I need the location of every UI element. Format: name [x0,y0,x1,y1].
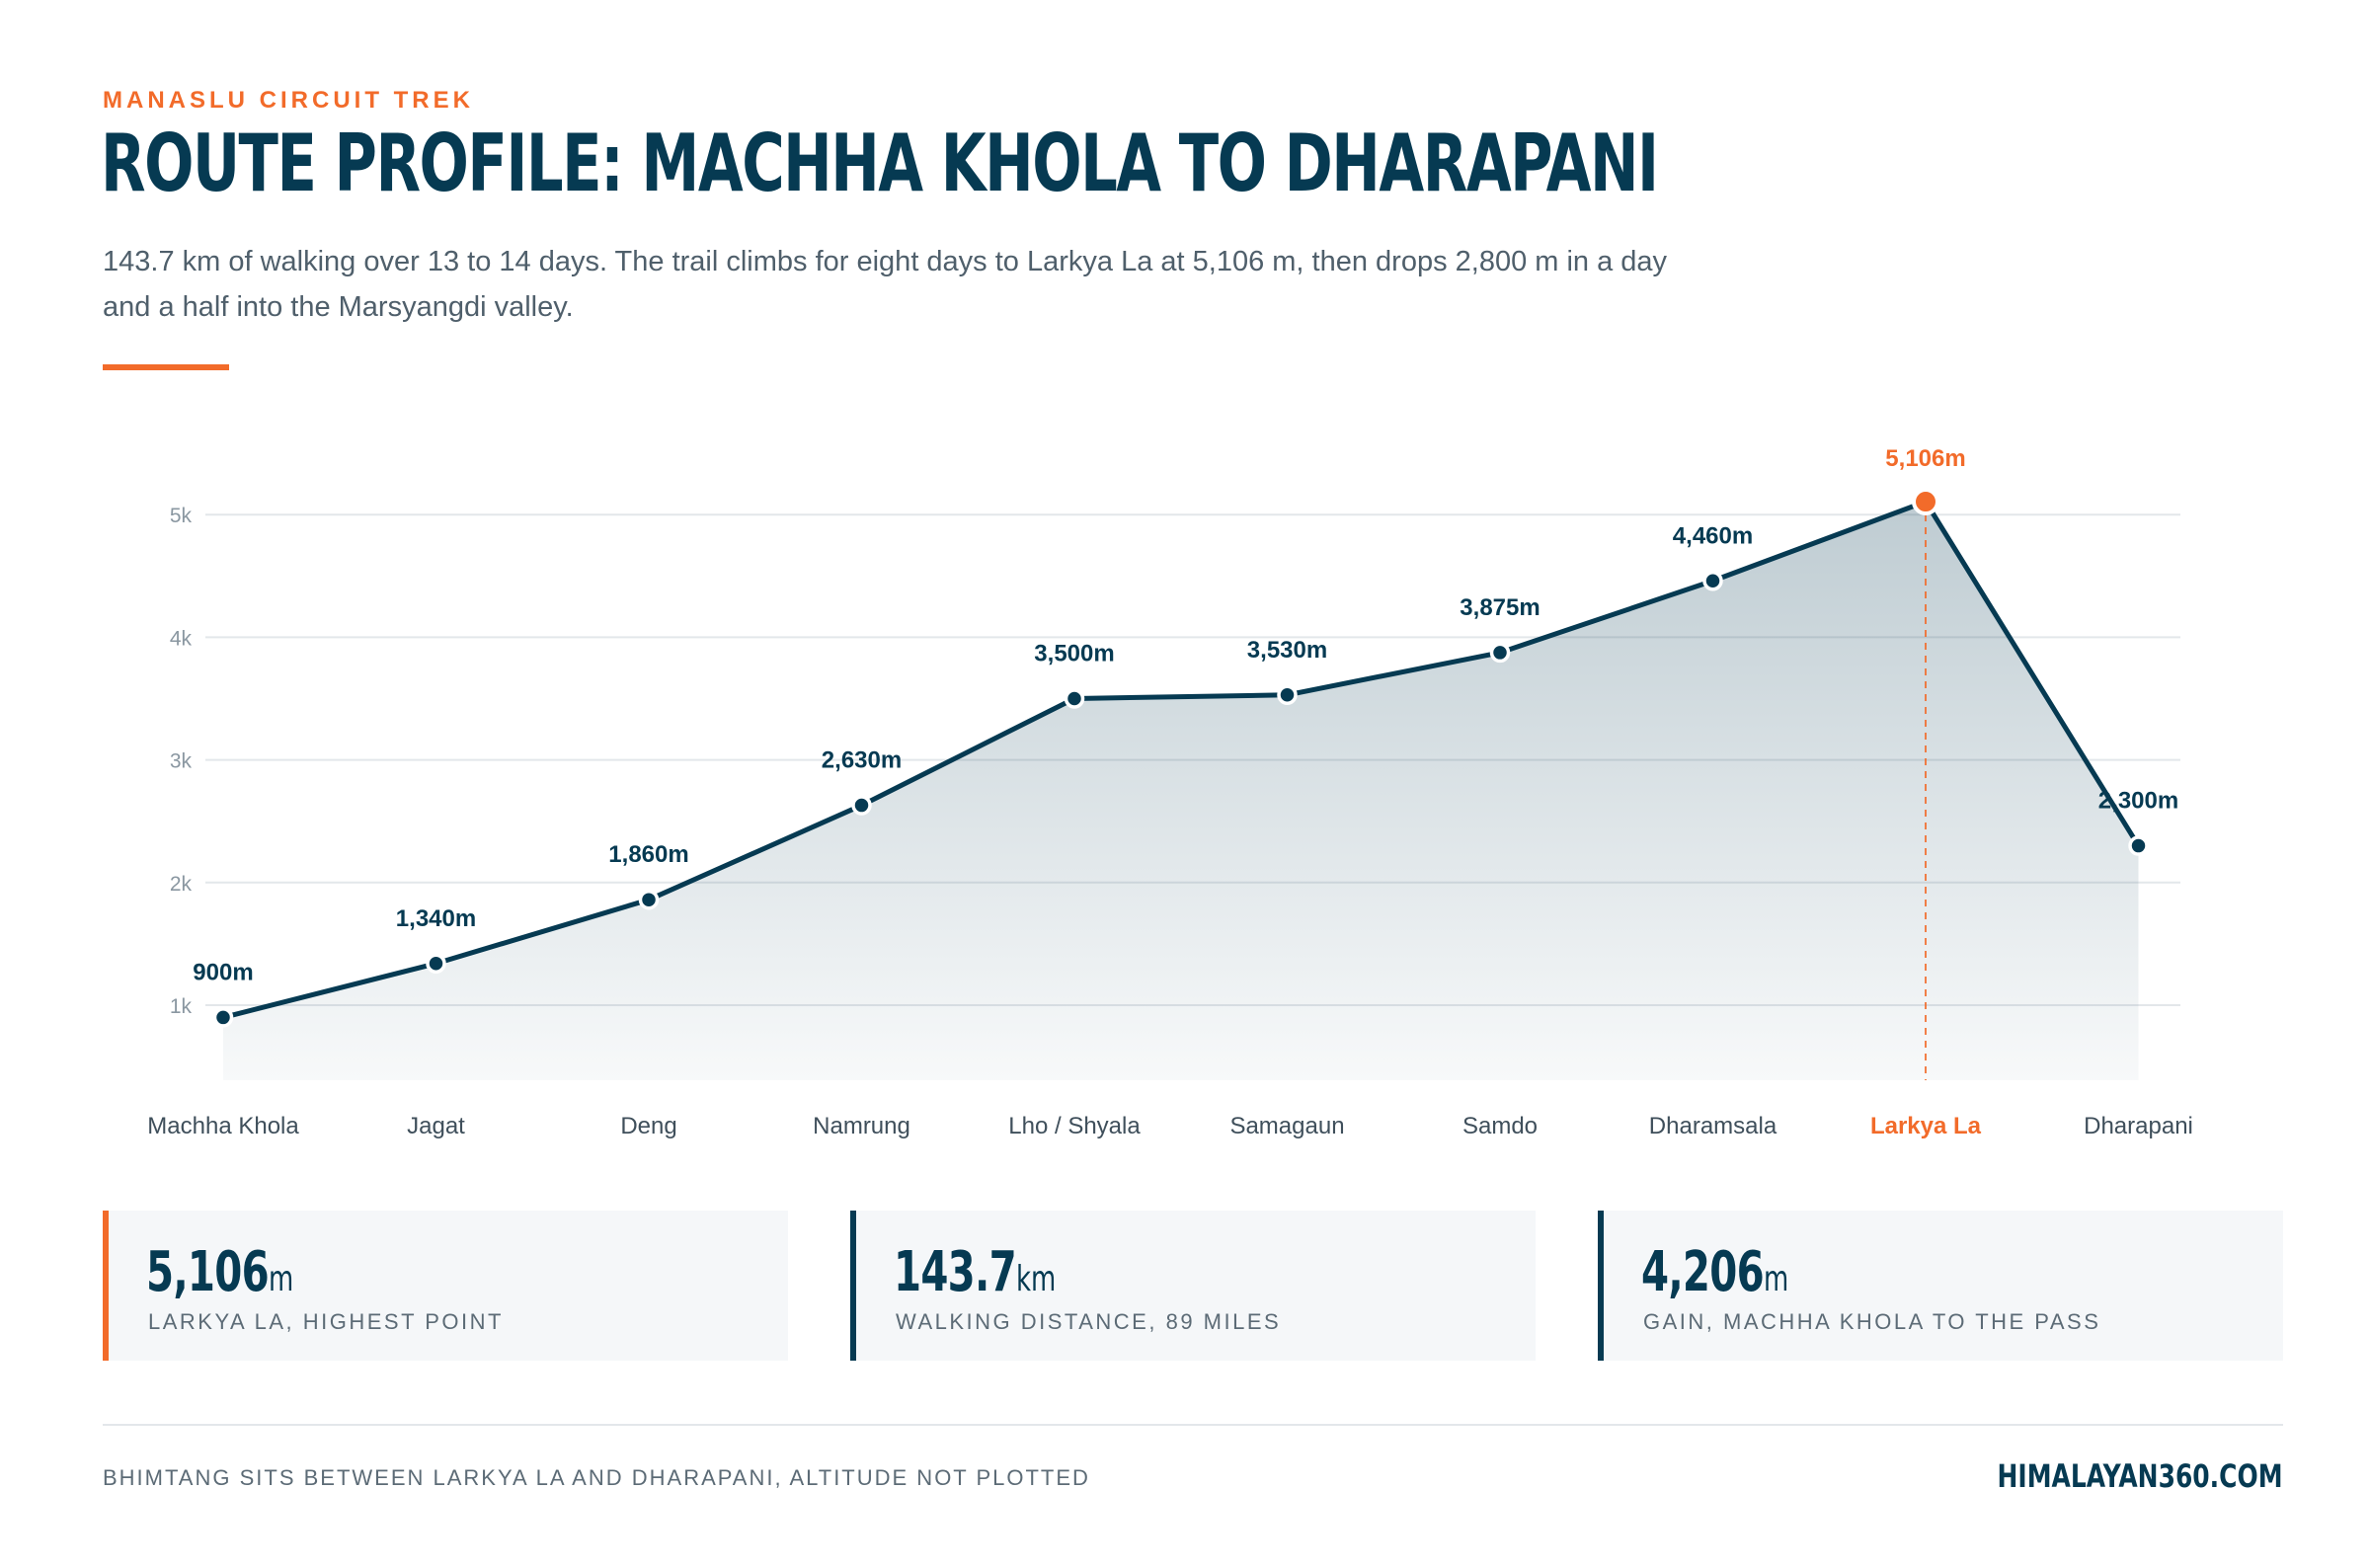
stat-value: 143.7 [894,1240,1017,1304]
stat-unit: km [1015,1259,1057,1299]
stat-label: Walking distance, 89 miles [896,1309,1282,1334]
y-tick-label: 3k [170,750,193,773]
eyebrow-label: MANASLU CIRCUIT TREK [103,87,474,114]
page-subtitle: 143.7 km of walking over 13 to 14 days. … [103,246,1668,323]
data-point [1489,642,1511,664]
x-tick-label: Machha Khola [147,1113,299,1139]
data-point [851,795,872,816]
brand-logo-text: HIMALAYAN360.COM [1997,1457,2283,1495]
x-tick-label: Samdo [1462,1113,1538,1139]
y-tick-label: 1k [170,995,193,1018]
data-label: 5,106m [1885,445,1965,472]
x-tick-label: Dharapani [2084,1113,2193,1139]
footer-divider [103,1424,2283,1426]
page-title: ROUTE PROFILE: MACHHA KHOLA TO DHARAPANI [101,118,1659,209]
x-tick-label: Dharamsala [1649,1113,1778,1139]
stat-value: 4,206 [1641,1240,1765,1304]
y-tick-label: 2k [170,873,193,896]
highlight-point [1912,488,1939,516]
footnote: BHIMTANG SITS BETWEEN LARKYA LA AND DHAR… [103,1465,1090,1490]
x-tick-label: Jagat [407,1113,465,1139]
stat-card-walking-distance: 143.7km Walking distance, 89 miles [850,1211,1536,1361]
x-tick-label: Lho / Shyala [1008,1113,1141,1139]
data-label: 1,860m [608,841,688,868]
data-label: 2,630m [822,747,902,774]
data-label: 2,300m [2098,788,2178,815]
elevation-line [222,499,2141,1020]
data-label: 3,530m [1247,637,1327,664]
stats-row: 5,106m Larkya La, highest point 143.7km … [103,1211,2283,1361]
data-point [426,953,446,975]
stat-value: 5,106 [146,1240,270,1304]
data-label: 1,340m [396,905,476,932]
stat-label: Larkya La, highest point [148,1309,504,1334]
x-tick-label: Samagaun [1229,1113,1344,1139]
accent-divider [103,364,229,370]
y-tick-label: 4k [170,627,193,650]
x-tick-label: Larkya La [1870,1113,1982,1139]
stat-unit: m [1763,1259,1789,1299]
data-point [2128,835,2149,856]
data-point [212,1007,234,1028]
stat-card-highest-point: 5,106m Larkya La, highest point [103,1211,788,1361]
data-label: 900m [193,959,253,985]
data-label: 3,500m [1034,641,1114,667]
elevation-area [223,502,2139,1080]
data-label: 3,875m [1460,594,1540,621]
data-label: 4,460m [1673,522,1753,549]
stat-card-elevation-gain: 4,206m Gain, Machha Khola to the pass [1598,1211,2283,1361]
data-point [638,889,660,910]
elevation-profile-chart: 1k 2k 3k 4k 5k 900m 1,340m 1,860m 2,630m 3,500m 3… [147,445,2193,1139]
data-point [1702,571,1723,591]
data-point [1277,684,1298,706]
x-tick-label: Deng [620,1113,676,1139]
y-tick-label: 5k [170,505,193,527]
x-tick-label: Namrung [813,1113,910,1139]
stat-label: Gain, Machha Khola to the pass [1643,1309,2101,1334]
stat-unit: m [268,1259,294,1299]
data-point [1064,688,1085,709]
